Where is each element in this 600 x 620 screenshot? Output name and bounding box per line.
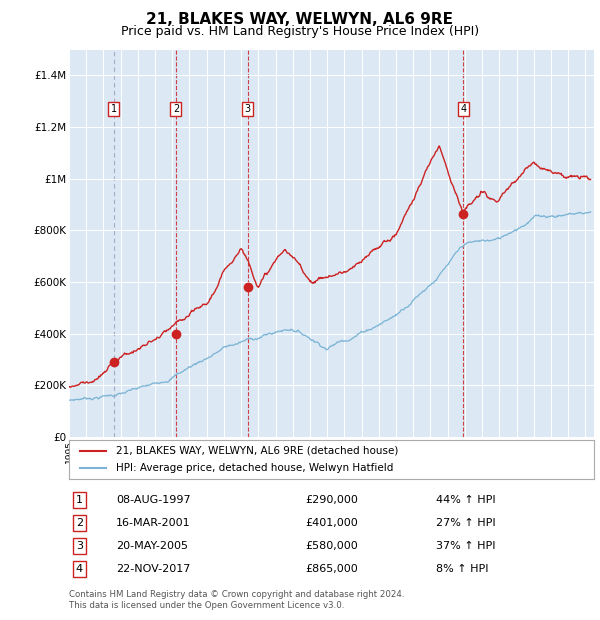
Text: 1: 1 <box>110 104 117 114</box>
Text: 3: 3 <box>245 104 251 114</box>
Text: 16-MAR-2001: 16-MAR-2001 <box>116 518 191 528</box>
Text: Contains HM Land Registry data © Crown copyright and database right 2024.: Contains HM Land Registry data © Crown c… <box>69 590 404 600</box>
Text: HPI: Average price, detached house, Welwyn Hatfield: HPI: Average price, detached house, Welw… <box>116 463 394 473</box>
Text: 21, BLAKES WAY, WELWYN, AL6 9RE: 21, BLAKES WAY, WELWYN, AL6 9RE <box>146 12 454 27</box>
Text: This data is licensed under the Open Government Licence v3.0.: This data is licensed under the Open Gov… <box>69 601 344 611</box>
Text: 37% ↑ HPI: 37% ↑ HPI <box>437 541 496 551</box>
Text: 3: 3 <box>76 541 83 551</box>
Text: 44% ↑ HPI: 44% ↑ HPI <box>437 495 496 505</box>
Text: 8% ↑ HPI: 8% ↑ HPI <box>437 564 489 574</box>
Text: 08-AUG-1997: 08-AUG-1997 <box>116 495 191 505</box>
Text: 4: 4 <box>76 564 83 574</box>
Text: 20-MAY-2005: 20-MAY-2005 <box>116 541 188 551</box>
Text: 4: 4 <box>460 104 466 114</box>
Text: 21, BLAKES WAY, WELWYN, AL6 9RE (detached house): 21, BLAKES WAY, WELWYN, AL6 9RE (detache… <box>116 446 398 456</box>
Text: 1: 1 <box>76 495 83 505</box>
Text: 27% ↑ HPI: 27% ↑ HPI <box>437 518 496 528</box>
Text: 22-NOV-2017: 22-NOV-2017 <box>116 564 191 574</box>
Text: 2: 2 <box>173 104 179 114</box>
Text: £290,000: £290,000 <box>305 495 358 505</box>
Text: Price paid vs. HM Land Registry's House Price Index (HPI): Price paid vs. HM Land Registry's House … <box>121 25 479 38</box>
Text: 2: 2 <box>76 518 83 528</box>
Text: £865,000: £865,000 <box>305 564 358 574</box>
Text: £401,000: £401,000 <box>305 518 358 528</box>
Text: £580,000: £580,000 <box>305 541 358 551</box>
